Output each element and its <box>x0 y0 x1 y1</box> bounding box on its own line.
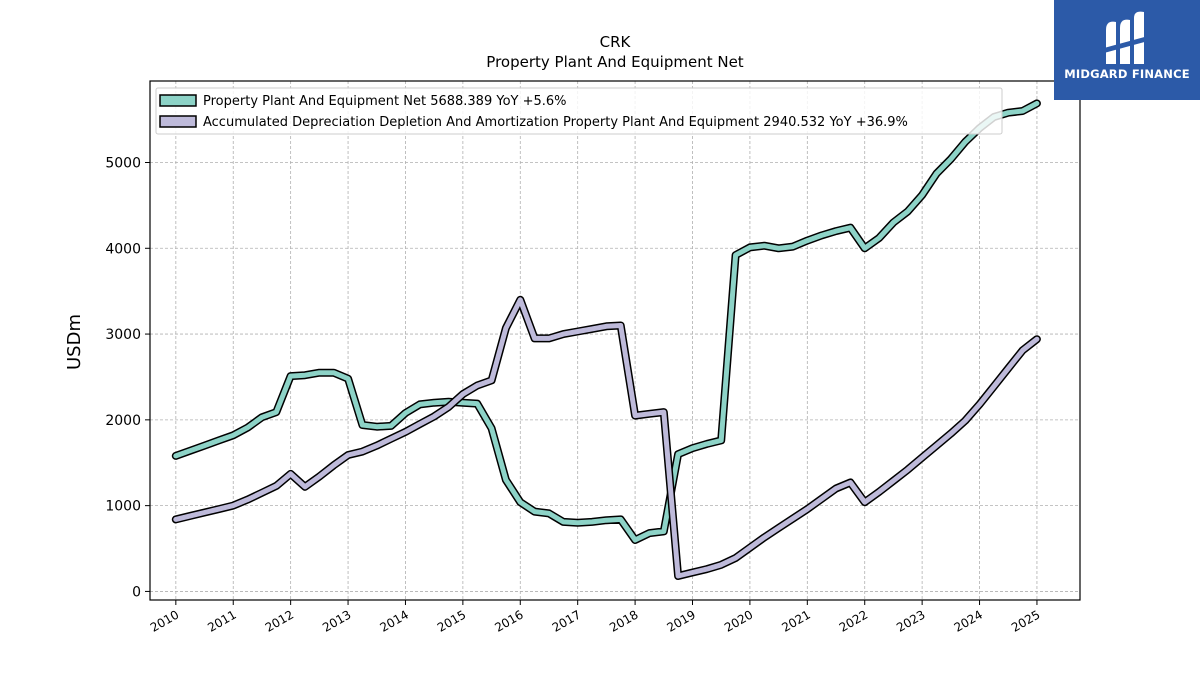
series-line-1 <box>173 297 1040 579</box>
legend-label-ppe-net: Property Plant And Equipment Net 5688.38… <box>203 94 567 109</box>
x-tick-label: 2021 <box>779 607 812 634</box>
x-tick-label: 2014 <box>378 607 411 634</box>
y-tick-label: 4000 <box>105 241 141 257</box>
y-axis-label: USDm <box>64 314 85 370</box>
legend: Property Plant And Equipment Net 5688.38… <box>155 87 1003 135</box>
chart-title: CRK <box>600 33 632 51</box>
series-line-0 <box>173 100 1040 543</box>
x-tick-label: 2022 <box>837 607 870 634</box>
y-tick-label: 2000 <box>105 413 141 429</box>
legend-swatch-accumulated-depreciation <box>159 115 197 128</box>
x-tick-label: 2024 <box>952 607 985 634</box>
x-tick-label: 2013 <box>320 607 353 634</box>
x-tick-label: 2016 <box>492 607 525 634</box>
axis-ticks: 0 1000 2000 3000 4000 5000 2010 2011 2012 2013 201… <box>105 155 1042 634</box>
x-tick-label: 2011 <box>205 607 238 634</box>
x-tick-label: 2020 <box>722 607 755 634</box>
x-tick-label: 2018 <box>607 607 640 634</box>
brand-logo: MIDGARD FINANCE <box>1054 0 1200 100</box>
x-tick-label: 2017 <box>550 607 583 634</box>
legend-label-accumulated-depreciation: Accumulated Depreciation Depletion And A… <box>203 115 908 130</box>
brand-name: MIDGARD FINANCE <box>1064 67 1190 81</box>
midgard-logo-icon <box>1104 11 1148 65</box>
x-tick-label: 2012 <box>263 607 296 634</box>
y-tick-label: 5000 <box>105 155 141 171</box>
chart-subtitle: Property Plant And Equipment Net <box>486 53 743 71</box>
y-tick-label: 1000 <box>105 499 141 515</box>
legend-box <box>155 87 1003 135</box>
series-outline-1 <box>171 295 1041 580</box>
x-tick-label: 2023 <box>894 607 927 634</box>
x-tick-label: 2025 <box>1009 607 1042 634</box>
plot-frame <box>149 80 1081 601</box>
y-tick-label: 3000 <box>105 327 141 343</box>
x-tick-label: 2019 <box>665 607 698 634</box>
legend-swatch-ppe-net <box>159 94 197 107</box>
x-tick-label: 2010 <box>148 607 181 634</box>
x-tick-label: 2015 <box>435 607 468 634</box>
y-tick-label: 0 <box>132 584 141 600</box>
series-layer <box>171 99 1041 580</box>
